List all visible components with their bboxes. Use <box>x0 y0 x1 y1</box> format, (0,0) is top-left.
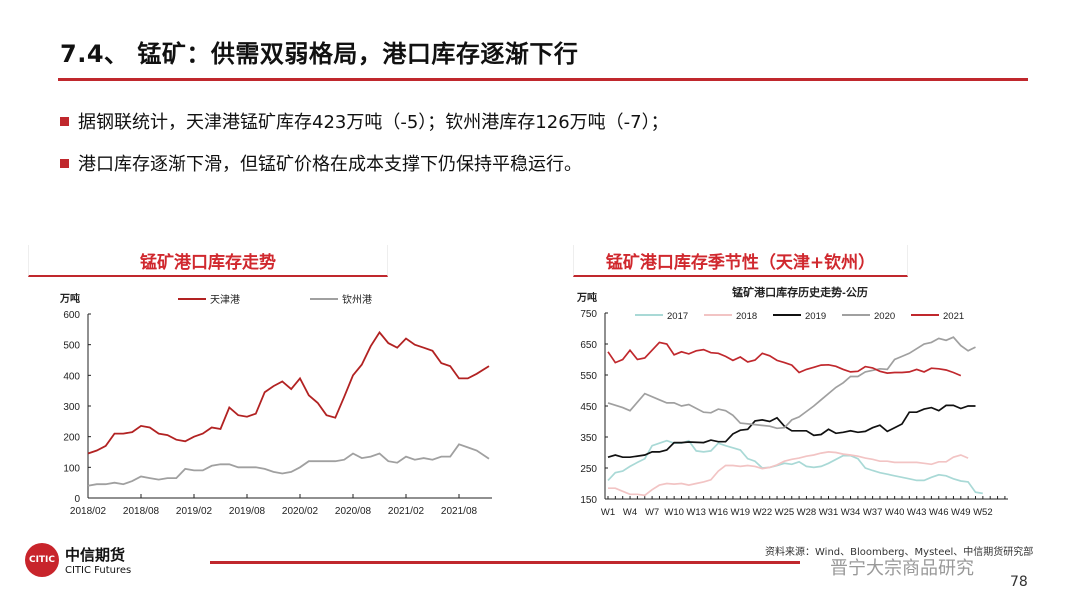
y-tick-label: 500 <box>63 341 80 352</box>
series-line-2018 <box>608 451 969 497</box>
x-tick-label: 2018/02 <box>70 506 107 517</box>
x-tick-label: W52 <box>973 507 993 518</box>
source-note: 资料来源：Wind、Bloomberg、Mysteel、中信期货研究部 <box>765 547 1034 558</box>
x-tick-label: 2020/02 <box>282 506 319 517</box>
x-tick-label: W49 <box>951 507 971 518</box>
x-tick-label: W37 <box>863 507 883 518</box>
citic-logo: CITIC 中信期货 CITIC Futures <box>25 543 131 577</box>
x-tick-label: W13 <box>686 507 706 518</box>
x-tick-label: W19 <box>731 507 751 518</box>
chart-title: 锰矿港口库存历史走势-公历 <box>732 285 868 299</box>
y-tick-label: 400 <box>63 371 80 382</box>
x-tick-label: W46 <box>929 507 949 518</box>
bullet-2: 港口库存逐渐下滑，但锰矿价格在成本支撑下仍保持平稳运行。 <box>60 150 582 176</box>
y-tick-label: 450 <box>580 402 597 413</box>
y-axis-unit: 万吨 <box>59 292 80 305</box>
x-tick-label: 2019/08 <box>229 506 266 517</box>
x-tick-label: W28 <box>797 507 817 518</box>
legend-label: 2020 <box>874 311 895 322</box>
y-tick-label: 750 <box>580 309 597 320</box>
bullet-text: 据钢联统计，天津港锰矿库存423万吨（-5）；钦州港库存126万吨（-7）； <box>78 112 669 133</box>
y-tick-label: 100 <box>63 463 80 474</box>
seasonal-inventory-chart: 150 250 350 450 550 650 750 万吨 W1 W4 W7 W10 W13 W16 W1… <box>576 285 1008 518</box>
watermark: 晋宁大宗商品研究 <box>830 558 974 579</box>
bullet-square-icon <box>60 158 69 168</box>
page-number: 78 <box>1010 574 1028 590</box>
legend-label: 2019 <box>805 311 826 322</box>
citic-logo-icon: CITIC <box>25 543 59 577</box>
series-line-钦州港 <box>87 443 490 487</box>
legend-label: 钦州港 <box>342 294 372 306</box>
chart-header-right: 锰矿港口库存季节性（天津+钦州） <box>573 245 908 277</box>
logo-cn: 中信期货 <box>65 546 126 564</box>
x-tick-label: W7 <box>645 507 659 518</box>
x-tick-label: W22 <box>753 507 773 518</box>
x-tick-label: W10 <box>664 507 684 518</box>
inventory-trend-chart: 0 100 200 300 400 500 600 万吨 2018/02 2018/08 2019/… <box>59 292 492 517</box>
x-tick-label: 2021/08 <box>441 506 478 517</box>
y-tick-label: 0 <box>74 494 80 505</box>
series-line-2019 <box>607 404 976 459</box>
x-tick-label: 2021/02 <box>388 506 425 517</box>
x-tick-label: W25 <box>775 507 795 518</box>
series-line-2020 <box>607 336 976 430</box>
y-tick-label: 550 <box>580 371 597 382</box>
bullet-square-icon <box>60 116 69 126</box>
legend-label: 2021 <box>943 311 964 322</box>
x-tick-label: W34 <box>841 507 861 518</box>
x-tick-label: 2020/08 <box>335 506 372 517</box>
x-tick-label: W43 <box>907 507 927 518</box>
legend-label: 2018 <box>736 311 757 322</box>
y-axis-unit: 万吨 <box>576 291 597 304</box>
x-tick-label: W16 <box>708 507 728 518</box>
x-tick-label: 2018/08 <box>123 506 160 517</box>
title-divider <box>58 78 1028 81</box>
y-tick-label: 600 <box>63 310 80 321</box>
footer-divider <box>210 561 800 564</box>
logo-en: CITIC Futures <box>65 565 132 576</box>
x-tick-label: W1 <box>601 507 615 518</box>
x-tick-label: W40 <box>885 507 905 518</box>
y-tick-label: 250 <box>580 464 597 475</box>
legend-label: 2017 <box>667 311 688 322</box>
series-line-2021 <box>607 341 962 377</box>
x-tick-label: W4 <box>623 507 637 518</box>
series-line-天津港 <box>87 330 490 455</box>
series-line-2017 <box>607 439 983 495</box>
y-tick-label: 300 <box>63 402 80 413</box>
legend-label: 天津港 <box>210 294 240 306</box>
y-tick-label: 650 <box>580 340 597 351</box>
page-title: 7.4、 锰矿：供需双弱格局，港口库存逐渐下行 <box>60 40 579 68</box>
y-tick-label: 200 <box>63 433 80 444</box>
y-tick-label: 350 <box>580 433 597 444</box>
bullet-text: 港口库存逐渐下滑，但锰矿价格在成本支撑下仍保持平稳运行。 <box>78 154 582 175</box>
bullet-1: 据钢联统计，天津港锰矿库存423万吨（-5）；钦州港库存126万吨（-7）； <box>60 108 669 134</box>
chart-header-left: 锰矿港口库存走势 <box>28 245 388 277</box>
y-tick-label: 150 <box>580 495 597 506</box>
x-tick-label: 2019/02 <box>176 506 213 517</box>
x-tick-label: W31 <box>819 507 839 518</box>
